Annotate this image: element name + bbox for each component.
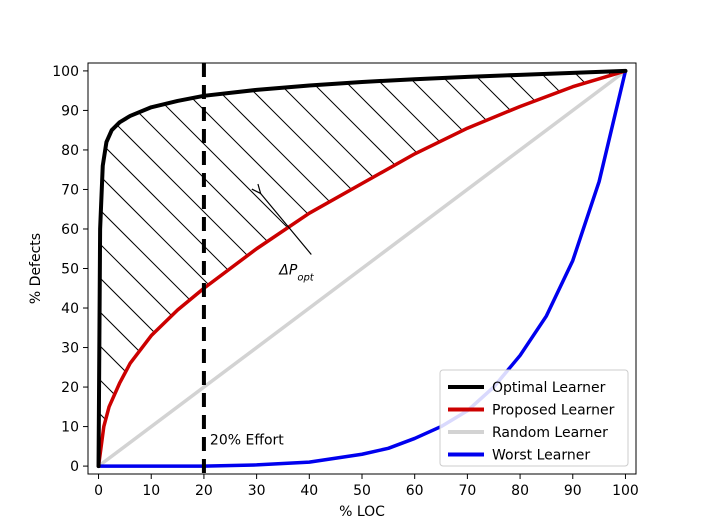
x-tick-label: 90 [564, 483, 582, 499]
proposed-learner-line [96, 69, 628, 468]
random-learner-legend-label: Random Learner [492, 425, 608, 441]
legend-box [439, 369, 629, 467]
y-axis: 0 10 20 30 40 50 60 70 80 90 100 [52, 64, 88, 475]
worst-learner-legend-label: Worst Learner [492, 448, 590, 464]
hatch-line [98, 70, 307, 467]
proposed-learner-legend-label: Proposed Learner [492, 403, 615, 419]
optimal-learner-legend-label: Optimal Learner [492, 380, 606, 396]
y-tick-label: 50 [61, 262, 79, 278]
y-tick-label: 40 [61, 301, 79, 317]
y-tick-label: 60 [61, 222, 79, 238]
x-tick-label: 60 [406, 483, 424, 499]
x-axis: 0 10 20 30 40 50 60 70 80 90 100 [94, 474, 639, 499]
delta-popt-label: ΔPopt [278, 263, 314, 284]
x-tick-label: 20 [195, 483, 213, 499]
x-tick-label: 40 [300, 483, 318, 499]
y-tick-label: 90 [61, 103, 79, 119]
delta-popt-base: ΔP [278, 263, 298, 279]
delta-popt-arrow [261, 193, 312, 255]
hatch-line [657, 53, 707, 484]
effort-label: 20% Effort [210, 432, 284, 448]
x-tick-label: 80 [511, 483, 529, 499]
hatch-line [98, 70, 375, 467]
x-tick-label: 30 [248, 483, 266, 499]
legend: Optimal Learner Proposed Learner Random Le… [439, 369, 629, 467]
optimal-learner-line [96, 68, 628, 469]
random-learner-line [96, 69, 628, 468]
y-tick-label: 100 [52, 64, 79, 80]
x-tick-label: 10 [142, 483, 160, 499]
x-axis-label: % LOC [339, 504, 385, 520]
y-tick-label: 0 [70, 459, 79, 475]
hatch-line [98, 70, 477, 467]
delta-popt-sub: opt [297, 272, 314, 283]
y-tick-label: 30 [61, 341, 79, 357]
x-tick-label: 50 [353, 483, 371, 499]
x-tick-label: 70 [458, 483, 476, 499]
y-tick-label: 20 [61, 380, 79, 396]
x-tick-label: 0 [94, 483, 103, 499]
y-tick-label: 80 [61, 143, 79, 159]
y-axis-label: % Defects [28, 233, 44, 304]
y-tick-label: 10 [61, 420, 79, 436]
y-tick-label: 70 [61, 182, 79, 198]
x-tick-label: 100 [612, 483, 639, 499]
